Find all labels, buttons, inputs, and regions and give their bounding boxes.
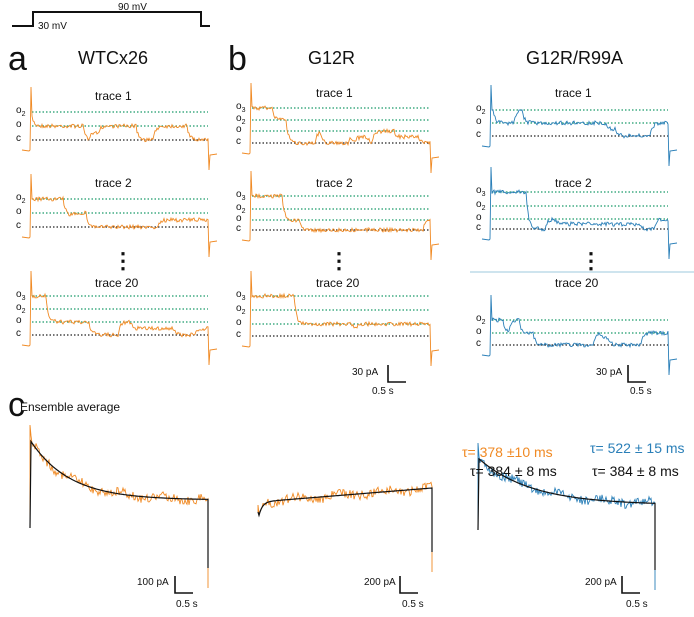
channel-trace bbox=[241, 170, 440, 261]
exponential-fit-line bbox=[29, 439, 209, 568]
scale-bar-r99a bbox=[627, 365, 646, 383]
ellipsis: ⋮ bbox=[580, 248, 602, 273]
level-label-o2: o2 bbox=[476, 103, 486, 116]
level-label-o3: o3 bbox=[16, 289, 26, 302]
level-label-o3: o3 bbox=[236, 101, 246, 114]
scale-time-avg-2: 0.5 s bbox=[402, 599, 424, 610]
scale-time-avg-1: 0.5 s bbox=[176, 599, 198, 610]
ensemble-title: Ensemble average bbox=[20, 400, 121, 414]
level-label-o2: o2 bbox=[16, 105, 26, 118]
level-label-c: c bbox=[236, 223, 241, 234]
panel-title-g12r: G12R bbox=[308, 48, 356, 68]
channel-trace bbox=[241, 82, 440, 174]
scale-current-avg-2: 200 pA bbox=[364, 577, 396, 588]
level-label-o2: o2 bbox=[236, 303, 246, 316]
trace-label: trace 20 bbox=[95, 276, 139, 290]
ensemble-average-trace bbox=[29, 424, 209, 588]
level-label-o: o bbox=[16, 315, 22, 326]
scale-time-avg-3: 0.5 s bbox=[626, 599, 648, 610]
level-label-o2: o2 bbox=[476, 313, 486, 326]
panel-letter-c: c bbox=[8, 386, 25, 424]
panel-letter-b: b bbox=[228, 40, 247, 78]
channel-trace bbox=[481, 294, 678, 376]
level-label-o3: o3 bbox=[236, 189, 246, 202]
level-label-o: o bbox=[16, 119, 22, 130]
level-label-o: o bbox=[476, 116, 482, 127]
trace-label: trace 2 bbox=[316, 176, 353, 190]
protocol-low-label: 30 mV bbox=[38, 21, 67, 32]
ellipsis: ⋮ bbox=[112, 248, 134, 273]
scale-bar-b bbox=[387, 365, 406, 383]
ellipsis: ⋮ bbox=[328, 248, 350, 273]
level-label-o3: o3 bbox=[476, 185, 486, 198]
trace-label: trace 1 bbox=[316, 86, 353, 100]
level-label-o2: o2 bbox=[236, 113, 246, 126]
trace-label: trace 1 bbox=[555, 86, 592, 100]
ensemble-average-trace bbox=[257, 481, 433, 572]
tau-wt-data: τ= 378 ±10 ms bbox=[462, 444, 553, 460]
level-label-o: o bbox=[476, 212, 482, 223]
trace-label: trace 2 bbox=[555, 176, 592, 190]
level-label-o2: o2 bbox=[476, 199, 486, 212]
level-label-o2: o2 bbox=[16, 192, 26, 205]
level-label-o: o bbox=[476, 326, 482, 337]
level-label-o2: o2 bbox=[236, 202, 246, 215]
level-label-c: c bbox=[476, 129, 481, 140]
scale-current-r99a: 30 pA bbox=[596, 367, 623, 378]
scale-current-avg-1: 100 pA bbox=[137, 577, 169, 588]
level-label-o: o bbox=[236, 124, 242, 135]
trace-label: trace 20 bbox=[316, 276, 360, 290]
level-label-c: c bbox=[16, 220, 21, 231]
panel-letter-a: a bbox=[8, 40, 27, 78]
level-label-o: o bbox=[236, 317, 242, 328]
level-label-c: c bbox=[236, 136, 241, 147]
trace-label: trace 2 bbox=[95, 176, 132, 190]
scale-current-b: 30 pA bbox=[352, 367, 379, 378]
voltage-protocol-line bbox=[12, 11, 210, 27]
level-label-c: c bbox=[476, 338, 481, 349]
scale-bar-avg-1 bbox=[174, 576, 193, 594]
channel-trace bbox=[241, 270, 440, 367]
trace-label: trace 20 bbox=[555, 276, 599, 290]
level-label-c: c bbox=[476, 222, 481, 233]
tau-r99a-data: τ= 522 ± 15 ms bbox=[590, 440, 685, 456]
scale-time-r99a: 0.5 s bbox=[630, 386, 652, 397]
channel-trace bbox=[481, 84, 678, 167]
channel-trace bbox=[481, 166, 678, 260]
exponential-fit-line bbox=[257, 487, 433, 552]
panel-title-g12r-r99a: G12R/R99A bbox=[526, 48, 624, 68]
tau-r99a-fit: τ= 384 ± 8 ms bbox=[592, 463, 679, 479]
level-label-c: c bbox=[16, 328, 21, 339]
scale-time-b: 0.5 s bbox=[372, 386, 394, 397]
exponential-fit-line bbox=[477, 457, 656, 570]
channel-trace bbox=[21, 86, 218, 171]
level-label-o: o bbox=[16, 206, 22, 217]
level-label-o3: o3 bbox=[236, 289, 246, 302]
channel-trace bbox=[21, 270, 218, 366]
level-label-o: o bbox=[236, 213, 242, 224]
trace-label: trace 1 bbox=[95, 89, 132, 103]
scale-current-avg-3: 200 pA bbox=[585, 577, 617, 588]
panel-title-wt: WTCx26 bbox=[78, 48, 149, 68]
level-label-c: c bbox=[236, 329, 241, 340]
level-label-c: c bbox=[16, 133, 21, 144]
protocol-high-label: 90 mV bbox=[118, 2, 147, 13]
scale-bar-avg-3 bbox=[621, 576, 640, 594]
channel-trace bbox=[21, 173, 218, 258]
scale-bar-avg-2 bbox=[399, 576, 418, 594]
tau-wt-fit: τ= 384 ± 8 ms bbox=[470, 463, 557, 479]
level-label-o2: o2 bbox=[16, 302, 26, 315]
